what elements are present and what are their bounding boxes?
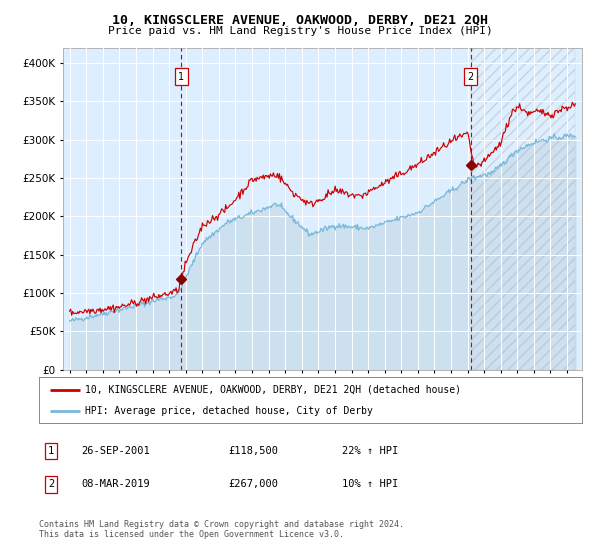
Text: 22% ↑ HPI: 22% ↑ HPI [342,446,398,456]
Text: 2: 2 [48,479,54,489]
Text: Price paid vs. HM Land Registry's House Price Index (HPI): Price paid vs. HM Land Registry's House … [107,26,493,36]
Text: 10, KINGSCLERE AVENUE, OAKWOOD, DERBY, DE21 2QH (detached house): 10, KINGSCLERE AVENUE, OAKWOOD, DERBY, D… [85,385,461,395]
Text: 26-SEP-2001: 26-SEP-2001 [81,446,150,456]
Text: Contains HM Land Registry data © Crown copyright and database right 2024.
This d: Contains HM Land Registry data © Crown c… [39,520,404,539]
Text: 08-MAR-2019: 08-MAR-2019 [81,479,150,489]
Text: HPI: Average price, detached house, City of Derby: HPI: Average price, detached house, City… [85,407,373,416]
Text: 1: 1 [48,446,54,456]
Text: £118,500: £118,500 [228,446,278,456]
Text: 1: 1 [178,72,184,82]
Text: 10, KINGSCLERE AVENUE, OAKWOOD, DERBY, DE21 2QH: 10, KINGSCLERE AVENUE, OAKWOOD, DERBY, D… [112,14,488,27]
Text: £267,000: £267,000 [228,479,278,489]
Text: 2: 2 [467,72,474,82]
Text: 10% ↑ HPI: 10% ↑ HPI [342,479,398,489]
